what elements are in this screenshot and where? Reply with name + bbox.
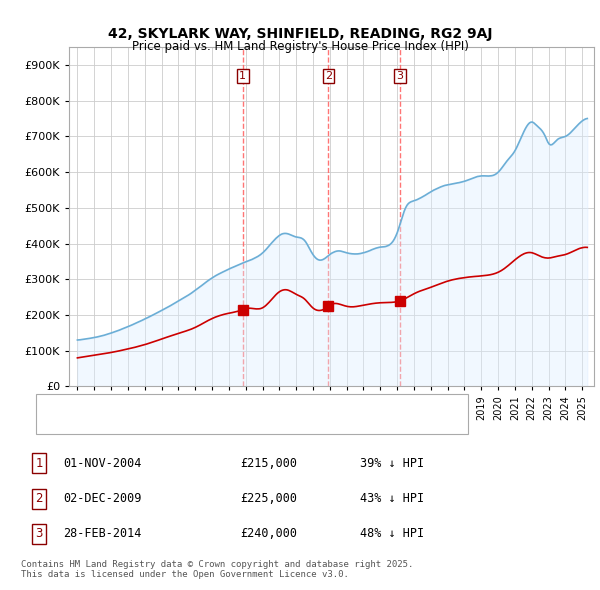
Text: ——: —— xyxy=(43,418,68,431)
Text: 02-DEC-2009: 02-DEC-2009 xyxy=(63,492,142,505)
Text: 1: 1 xyxy=(35,457,43,470)
Text: 42, SKYLARK WAY, SHINFIELD, READING, RG2 9AJ: 42, SKYLARK WAY, SHINFIELD, READING, RG2… xyxy=(108,27,492,41)
Text: 39% ↓ HPI: 39% ↓ HPI xyxy=(360,457,424,470)
Text: HPI: Average price, detached house, Wokingham: HPI: Average price, detached house, Woki… xyxy=(69,420,323,430)
Text: Contains HM Land Registry data © Crown copyright and database right 2025.: Contains HM Land Registry data © Crown c… xyxy=(21,560,413,569)
Text: £215,000: £215,000 xyxy=(240,457,297,470)
Text: £240,000: £240,000 xyxy=(240,527,297,540)
Text: 3: 3 xyxy=(35,527,43,540)
Text: Price paid vs. HM Land Registry's House Price Index (HPI): Price paid vs. HM Land Registry's House … xyxy=(131,40,469,53)
Text: This data is licensed under the Open Government Licence v3.0.: This data is licensed under the Open Gov… xyxy=(21,571,349,579)
Text: 1: 1 xyxy=(239,71,247,81)
Text: 48% ↓ HPI: 48% ↓ HPI xyxy=(360,527,424,540)
Text: 42, SKYLARK WAY, SHINFIELD, READING, RG2 9AJ (detached house): 42, SKYLARK WAY, SHINFIELD, READING, RG2… xyxy=(69,400,419,410)
Text: 01-NOV-2004: 01-NOV-2004 xyxy=(63,457,142,470)
Text: £225,000: £225,000 xyxy=(240,492,297,505)
Text: 3: 3 xyxy=(397,71,403,81)
Text: 2: 2 xyxy=(35,492,43,505)
Text: ——: —— xyxy=(43,398,68,411)
Text: 28-FEB-2014: 28-FEB-2014 xyxy=(63,527,142,540)
Text: 2: 2 xyxy=(325,71,332,81)
Text: 43% ↓ HPI: 43% ↓ HPI xyxy=(360,492,424,505)
